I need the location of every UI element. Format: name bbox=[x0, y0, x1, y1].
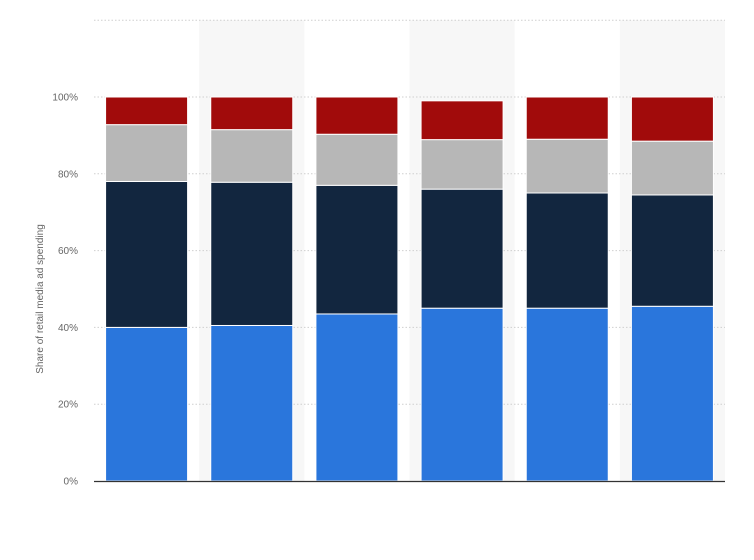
y-tick-label: 100% bbox=[52, 93, 78, 104]
bar-segment-4[interactable] bbox=[630, 96, 714, 142]
bar-segment-2[interactable] bbox=[315, 184, 399, 315]
bar-segment-2[interactable] bbox=[420, 188, 504, 309]
bar-segment-3[interactable] bbox=[210, 129, 294, 183]
bar-segment-1[interactable] bbox=[525, 307, 609, 482]
y-tick-label: 40% bbox=[58, 323, 78, 334]
y-tick-label: 20% bbox=[58, 400, 78, 411]
bar-segment-1[interactable] bbox=[105, 326, 189, 482]
bar-segment-3[interactable] bbox=[420, 139, 504, 190]
bar-segment-3[interactable] bbox=[630, 140, 714, 196]
bar-segment-2[interactable] bbox=[630, 194, 714, 307]
bar-segment-2[interactable] bbox=[210, 181, 294, 326]
bar-segment-4[interactable] bbox=[420, 100, 504, 141]
bar-segment-3[interactable] bbox=[105, 124, 189, 182]
bar-segment-1[interactable] bbox=[210, 324, 294, 482]
bar-segment-3[interactable] bbox=[525, 138, 609, 194]
bar-segment-2[interactable] bbox=[525, 192, 609, 309]
y-tick-label: 80% bbox=[58, 169, 78, 180]
bar-segment-4[interactable] bbox=[210, 96, 294, 131]
bar-segment-2[interactable] bbox=[105, 180, 189, 328]
y-axis-title: Share of retail media ad spending bbox=[35, 224, 46, 374]
bar-segment-4[interactable] bbox=[105, 96, 189, 126]
gridlines bbox=[94, 19, 725, 405]
y-axis-ticks: 0% 20% 40% 60% 80% 100% bbox=[52, 93, 78, 488]
bars bbox=[105, 96, 714, 482]
y-tick-label: 0% bbox=[64, 477, 79, 488]
bar-segment-1[interactable] bbox=[630, 305, 714, 482]
bar-segment-1[interactable] bbox=[420, 307, 504, 482]
bar-segment-3[interactable] bbox=[315, 133, 399, 186]
bar-segment-1[interactable] bbox=[315, 313, 399, 482]
bar-segment-4[interactable] bbox=[315, 96, 399, 135]
y-tick-label: 60% bbox=[58, 246, 78, 257]
bar-segment-4[interactable] bbox=[525, 96, 609, 140]
